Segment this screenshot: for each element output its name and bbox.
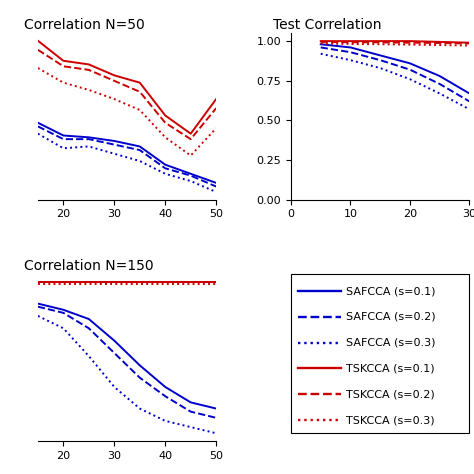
- Text: SAFCCA (s=0.3): SAFCCA (s=0.3): [346, 337, 436, 347]
- Text: Test Correlation: Test Correlation: [273, 18, 382, 32]
- Text: TSKCCA (s=0.3): TSKCCA (s=0.3): [346, 415, 435, 425]
- Text: Correlation N=150: Correlation N=150: [24, 259, 153, 273]
- Text: SAFCCA (s=0.2): SAFCCA (s=0.2): [346, 312, 436, 322]
- Text: TSKCCA (s=0.2): TSKCCA (s=0.2): [346, 389, 435, 399]
- Text: SAFCCA (s=0.1): SAFCCA (s=0.1): [346, 286, 436, 296]
- Text: TSKCCA (s=0.1): TSKCCA (s=0.1): [346, 364, 435, 374]
- Text: Correlation N=50: Correlation N=50: [24, 18, 145, 32]
